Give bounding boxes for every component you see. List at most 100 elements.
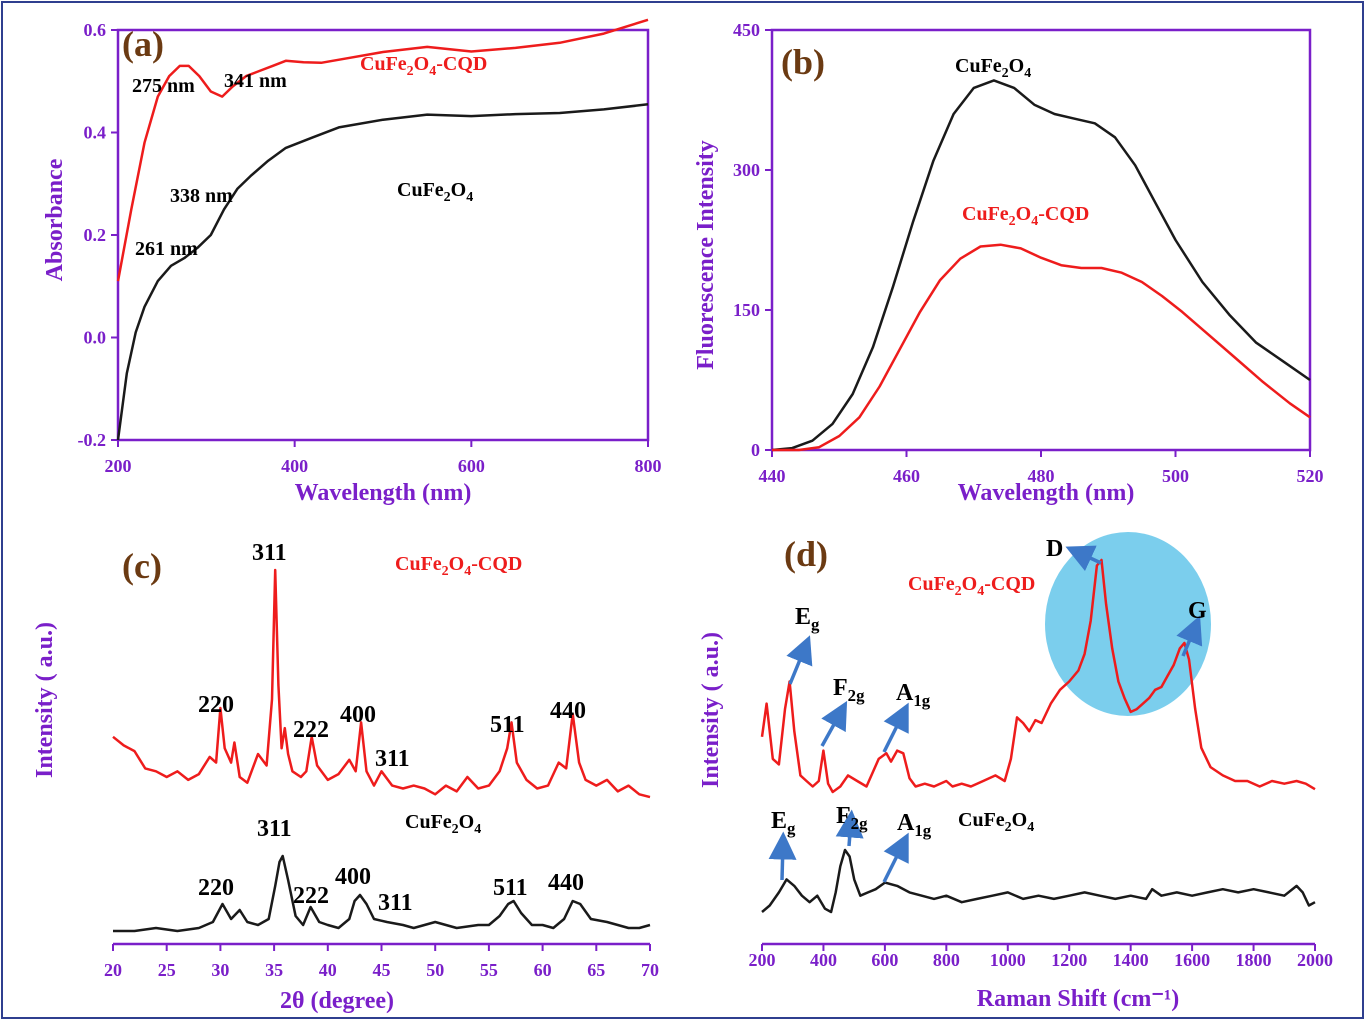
series-lines-c [112, 568, 651, 933]
x-tick-label-b: 460 [893, 466, 920, 486]
series-line-a-1 [116, 103, 649, 441]
mode-label-f2g-cqd: F2g [833, 675, 865, 705]
series-label-d-bare: CuFe2O4 [958, 809, 1034, 835]
peak-label-c-bare-311: 311 [257, 816, 292, 842]
x-tick-label-d: 1800 [1236, 950, 1272, 970]
y-axis-label-d: Intensity ( a.u.) [698, 632, 724, 788]
x-axis-label-b: Wavelength (nm) [958, 480, 1135, 506]
series-label-c-bare: CuFe2O4 [405, 811, 481, 837]
series-label-d-cqd: CuFe2O4-CQD [908, 573, 1035, 599]
x-tick-label-d: 2000 [1297, 950, 1333, 970]
x-tick-label-c: 50 [426, 960, 444, 980]
y-axis-label-c: Intensity ( a.u.) [32, 622, 58, 778]
series-lines-a [116, 18, 649, 441]
series-line-b-0 [771, 79, 1311, 452]
x-tick-label-d: 800 [933, 950, 960, 970]
arrow-eg-cqd [786, 635, 813, 685]
x-tick-label-c: 25 [158, 960, 176, 980]
y-tick-label-b: 0 [751, 440, 760, 460]
peak-label-c-511: 511 [490, 712, 525, 738]
band-label-g: G [1188, 598, 1207, 624]
axis-ticks-b: 440 460 480 500 520 0 150 300 450 [733, 20, 1324, 486]
dg-band-highlight [1045, 532, 1211, 716]
annotation-261nm: 261 nm [135, 238, 198, 260]
peak-label-c-bare-511: 511 [493, 875, 528, 901]
panel-c: 20 25 30 35 40 45 50 55 60 65 70 (c) 2θ (degree) I… [32, 540, 659, 1014]
series-lines-b [771, 79, 1311, 452]
series-line-d-0 [760, 558, 1316, 794]
arrow-d-band [1065, 545, 1102, 572]
axis-ticks-d: 200 400 600 800 1000 1200 1400 1600 1800 2000 [749, 944, 1333, 970]
x-tick-label-b: 480 [1028, 466, 1055, 486]
x-tick-label-c: 60 [534, 960, 552, 980]
annotation-275nm: 275 nm [132, 75, 195, 97]
mode-label-eg-bare: Eg [771, 808, 796, 838]
panel-d: 200 400 600 800 1000 1200 1400 1600 1800 2000 (d)… [698, 532, 1333, 1012]
x-tick-label-c: 65 [587, 960, 605, 980]
y-tick-label-b: 150 [733, 300, 760, 320]
arrow-f2g-bare [835, 809, 864, 847]
x-tick-label-c: 35 [265, 960, 283, 980]
y-axis-label-a: Absorbance [42, 158, 68, 281]
peak-label-c-bare-220: 220 [198, 875, 234, 901]
series-label-b-bare: CuFe2O4 [955, 55, 1031, 81]
x-tick-label-d: 1400 [1113, 950, 1149, 970]
x-tick-label-a: 800 [635, 456, 662, 476]
arrow-a1g-bare [882, 832, 909, 883]
x-tick-label-d: 200 [749, 950, 776, 970]
x-tick-label-c: 55 [480, 960, 498, 980]
arrow-g-band [1176, 615, 1203, 657]
x-tick-label-b: 500 [1162, 466, 1189, 486]
peak-label-c-220: 220 [198, 692, 234, 718]
axis-ticks-a: 200 400 600 800 -0.2 0.0 0.2 0.4 0.6 [78, 20, 662, 476]
y-tick-label-a: 0.0 [84, 328, 107, 348]
peak-label-c-bare-440: 440 [548, 870, 584, 896]
annotation-338nm: 338 nm [170, 185, 233, 207]
panel-label-a: (a) [122, 24, 164, 64]
x-tick-label-c: 45 [373, 960, 391, 980]
panel-label-b: (b) [781, 42, 825, 82]
series-line-b-1 [772, 243, 1311, 452]
y-tick-label-b: 450 [733, 20, 760, 40]
arrow-f2g-cqd [820, 700, 848, 747]
peak-label-c-bare-400: 400 [335, 864, 371, 890]
x-tick-label-a: 400 [281, 456, 308, 476]
peak-label-c-311: 311 [252, 540, 287, 566]
x-tick-label-d: 1600 [1174, 950, 1210, 970]
peak-label-c-222: 222 [293, 717, 329, 743]
x-tick-label-c: 70 [641, 960, 659, 980]
y-tick-label-a: -0.2 [78, 430, 107, 450]
mode-label-a1g-cqd: A1g [896, 680, 931, 710]
x-axis-label-d: Raman Shift (cm⁻¹) [977, 986, 1180, 1012]
x-tick-label-d: 400 [810, 950, 837, 970]
series-label-a-cqd: CuFe2O4-CQD [360, 53, 487, 79]
x-tick-label-a: 200 [105, 456, 132, 476]
plot-frame-b [770, 28, 1312, 452]
series-label-c-cqd: CuFe2O4-CQD [395, 553, 522, 579]
annotation-341nm: 341 nm [224, 70, 287, 92]
panel-label-c: (c) [122, 546, 162, 586]
panel-a: 200 400 600 800 -0.2 0.0 0.2 0.4 0.6 (a) Wavelen… [42, 18, 662, 506]
axis-ticks-c: 20 25 30 35 40 45 50 55 60 65 70 [104, 944, 659, 980]
peak-label-c-400: 400 [340, 702, 376, 728]
peak-label-c-311b: 311 [375, 746, 410, 772]
peak-label-c-bare-222: 222 [293, 883, 329, 909]
series-line-a-0 [116, 18, 649, 282]
x-tick-label-c: 40 [319, 960, 337, 980]
x-tick-label-d: 1200 [1051, 950, 1087, 970]
series-line-d-1 [761, 848, 1316, 914]
x-tick-label-c: 30 [211, 960, 229, 980]
x-tick-label-d: 1000 [990, 950, 1026, 970]
y-tick-label-a: 0.2 [84, 225, 107, 245]
y-axis-label-b: Fluorescence Intensity [693, 140, 719, 370]
x-tick-label-a: 600 [458, 456, 485, 476]
peak-label-c-440: 440 [550, 698, 586, 724]
peak-label-c-bare-311b: 311 [378, 890, 413, 916]
mode-label-eg-cqd: Eg [795, 604, 820, 634]
series-label-a-bare: CuFe2O4 [397, 179, 473, 205]
y-tick-label-a: 0.6 [84, 20, 107, 40]
arrow-eg-bare [768, 831, 797, 881]
